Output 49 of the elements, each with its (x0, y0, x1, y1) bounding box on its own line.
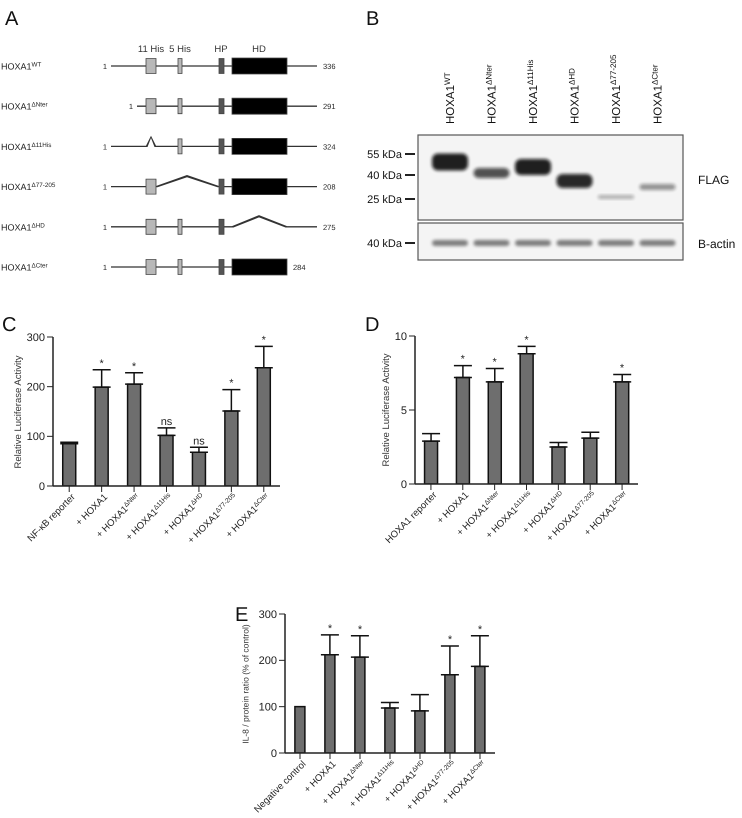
annotation: * (100, 358, 104, 370)
category-label: HOXA1$^{ΔCter}$ (1, 262, 48, 272)
y-axis-title: Relative Luciferase Activity (380, 354, 392, 466)
category-label: HOXA1$^{Δ77-205}$ (1, 182, 56, 192)
category-label: HOXA1$^{ΔHD}$ (1, 222, 46, 232)
text: A (5, 8, 18, 30)
chart-title: E (235, 604, 248, 626)
y-tick-label: 0 (270, 748, 277, 760)
annotation: * (262, 334, 267, 346)
y-axis-title: IL-8 / protein ratio (% of control) (240, 624, 251, 744)
y-tick-label: 0 (38, 480, 45, 493)
chart-title: C (2, 314, 16, 336)
text: B (366, 8, 380, 30)
y-tick-label: 100 (26, 431, 45, 444)
annotation: * (478, 624, 483, 636)
annotation: * (620, 362, 625, 374)
annotation: ns (160, 416, 173, 428)
annotation: * (132, 360, 137, 373)
text: 40 kDa (367, 170, 403, 182)
text: 5 His (169, 44, 192, 55)
text: HP (214, 44, 228, 55)
y-tick-label: 300 (26, 332, 45, 344)
category-label: HOXA1$^{WT}$ (1, 61, 42, 72)
category-label: HOXA1$^{ΔNter}$ (1, 101, 48, 112)
y-axis-title: Relative Luciferase Activity (12, 355, 24, 468)
text: 25 kDa (367, 194, 403, 206)
y-tick-label: 0 (400, 478, 407, 491)
y-tick-label: 300 (258, 608, 277, 621)
annotation: * (328, 622, 333, 635)
annotation: * (358, 624, 363, 636)
chart-title: D (365, 314, 380, 336)
text: FLAG (698, 173, 730, 187)
text: 40 kDa (367, 238, 403, 250)
text: 55 kDa (367, 149, 403, 161)
annotation: ns (193, 435, 206, 448)
text: B-actin (698, 237, 736, 251)
annotation: * (524, 334, 530, 346)
y-tick-label: 5 (400, 404, 407, 417)
y-tick-label: 200 (258, 655, 277, 668)
annotation: * (492, 356, 498, 369)
text: 11 His (138, 44, 164, 55)
y-tick-label: 200 (26, 382, 45, 394)
annotation: * (448, 634, 453, 646)
annotation: * (229, 378, 234, 390)
text: HD (252, 44, 266, 55)
y-tick-label: 100 (258, 702, 277, 714)
category-label: HOXA1$^{Δ11His}$ (1, 141, 52, 152)
annotation: * (460, 354, 466, 366)
y-tick-label: 10 (394, 330, 407, 343)
